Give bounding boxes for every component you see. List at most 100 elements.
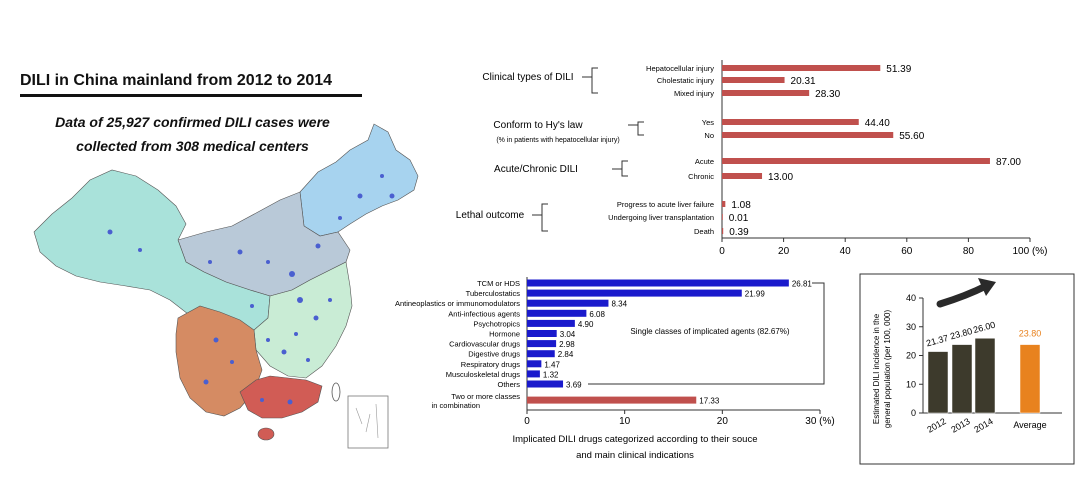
chart2-category-label: Others <box>497 380 520 389</box>
chart1-value-label: 13.00 <box>768 172 793 183</box>
chart2-bar <box>527 289 742 297</box>
chart1-category-label: No <box>704 131 714 140</box>
chart2-x-tick-label: 20 <box>717 416 729 427</box>
chart2-bar <box>527 370 540 378</box>
chart2-category-label: Cardiovascular drugs <box>449 340 520 349</box>
chart2-xlabel-line-1: Implicated DILI drugs categorized accord… <box>512 434 757 445</box>
chart3-x-tick-label: 2014 <box>972 416 994 435</box>
chart2-bar <box>527 396 697 404</box>
chart1-category-label: Cholestatic injury <box>657 76 714 85</box>
chart1-value-label: 44.40 <box>865 118 890 129</box>
chart1-value-label: 51.39 <box>886 64 911 75</box>
chart1-category-label: Mixed injury <box>674 89 714 98</box>
chart2-category-label: Respiratory drugs <box>461 360 520 369</box>
chart2-category-label: Hormone <box>489 330 520 339</box>
chart1-group-label: Clinical types of DILI <box>482 72 573 83</box>
chart2-category-label-cont: in combination <box>432 401 480 410</box>
chart2-value-label: 26.81 <box>792 280 813 289</box>
page-title: DILI in China mainland from 2012 to 2014 <box>20 72 333 89</box>
chart1-group-bracket <box>541 203 548 232</box>
chart1-x-tick-label: 20 <box>778 246 790 257</box>
chart1-x-tick-label: 0 <box>719 246 725 257</box>
chart1-bar <box>722 119 859 125</box>
chart1-bar <box>722 214 723 220</box>
chart1-group-label: Conform to Hy's law <box>493 120 583 131</box>
chart3-value-label: 23.80 <box>949 326 973 341</box>
chart3-bar <box>951 344 973 414</box>
chart1-value-label: 1.08 <box>731 200 751 211</box>
chart2-value-label: 2.84 <box>558 350 574 359</box>
chart3-trend-arrow-head <box>978 278 996 296</box>
chart2-x-tick-label: 10 <box>619 416 631 427</box>
chart2-category-label: Digestive drugs <box>468 350 520 359</box>
chart1-category-label: Yes <box>702 118 714 127</box>
chart3-y-tick-label: 30 <box>906 322 916 332</box>
chart2-value-label: 3.69 <box>566 381 582 390</box>
chart3-x-tick-label: Average <box>1013 420 1046 430</box>
chart2-x-tick-label: 0 <box>524 416 530 427</box>
chart2-bar <box>527 330 557 337</box>
chart3-value-label: 23.80 <box>1019 329 1042 339</box>
chart2-value-label: 21.99 <box>745 290 766 299</box>
chart2-xlabel-line-2: and main clinical indications <box>576 450 694 461</box>
chart2-bar <box>527 350 555 358</box>
chart2-bracket <box>588 282 825 385</box>
chart2-bar <box>527 279 789 287</box>
chart3-value-label: 26.00 <box>972 320 996 335</box>
chart3-bar <box>1019 344 1041 414</box>
chart1-value-label: 55.60 <box>899 131 924 142</box>
chart1-bar <box>722 158 990 164</box>
chart3-x-tick-label: 2012 <box>925 416 947 435</box>
map-region-west <box>33 169 271 335</box>
map-region-hainan <box>257 427 275 441</box>
chart1-category-label: Death <box>694 227 714 236</box>
chart2-value-label: 8.34 <box>611 300 627 309</box>
chart2-value-label: 1.32 <box>543 370 559 379</box>
chart3-value-label: 21.37 <box>925 333 949 348</box>
chart1-value-label: 20.31 <box>791 76 816 87</box>
chart1-group-bracket <box>621 160 628 177</box>
map-region-taiwan <box>331 382 341 402</box>
chart3-ylabel-line-1: Estimated DILI incidence in the <box>872 313 881 424</box>
chart2-value-label: 3.04 <box>560 330 576 339</box>
chart1-group-label: Acute/Chronic DILI <box>494 164 578 175</box>
chart2-category-label: Antineoplastics or immunomodulators <box>395 299 520 308</box>
chart2-bar <box>527 340 557 348</box>
chart2-value-label: 17.33 <box>699 397 720 406</box>
chart3-frame <box>859 273 1075 465</box>
chart2-bracket-label: Single classes of implicated agents (82.… <box>630 327 790 336</box>
chart1-group-sublabel: (% in patients with hepatocellular injur… <box>496 137 619 144</box>
chart2-value-label: 6.08 <box>589 310 605 319</box>
chart1-bar <box>722 77 785 83</box>
chart3-y-tick-label: 10 <box>906 379 916 389</box>
chart2-value-label: 2.98 <box>559 340 575 349</box>
chart3-x-tick-label: 2013 <box>949 416 971 435</box>
chart1-x-tick-label: 100 (%) <box>1012 246 1047 257</box>
chart2-category-label: Psychotropics <box>473 319 520 328</box>
chart2-bar <box>527 380 564 388</box>
chart1-bar <box>722 90 810 96</box>
chart2-bar <box>527 299 609 307</box>
chart2-bar <box>527 360 542 368</box>
chart2-category-label: Tuberculostatics <box>466 289 521 298</box>
chart1-category-label: Chronic <box>688 172 714 181</box>
chart1-x-tick-label: 80 <box>963 246 975 257</box>
page-subtitle: Data of 25,927 confirmed DILI cases were… <box>20 110 365 158</box>
chart1-category-label: Progress to acute liver failure <box>617 200 714 209</box>
map-regions <box>33 123 419 449</box>
title-underline <box>20 94 362 97</box>
chart1-bar <box>722 132 894 138</box>
chart2-bar <box>527 319 575 327</box>
chart3-bar <box>927 351 949 414</box>
chart3-ylabel-line-2: general population (per 100, 000) <box>883 310 892 429</box>
chart1-category-label: Hepatocellular injury <box>646 64 714 73</box>
chart3-y-tick-label: 20 <box>906 351 916 361</box>
chart2-bar <box>527 309 587 317</box>
chart1-bar <box>722 228 724 234</box>
chart1-group-label: Lethal outcome <box>456 210 525 221</box>
chart2-category-label: TCM or HDS <box>477 279 520 288</box>
chart3-trend-arrow-shaft <box>936 282 990 308</box>
chart1-category-label: Acute <box>695 157 714 166</box>
